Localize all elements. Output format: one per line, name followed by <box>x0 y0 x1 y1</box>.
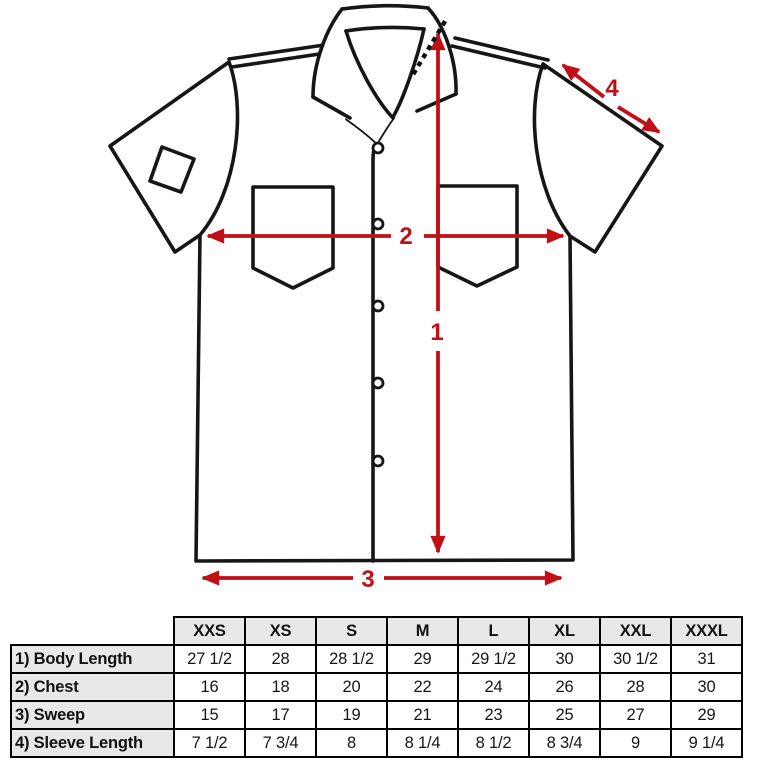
size-value-cell: 8 1/2 <box>457 728 530 758</box>
size-table-head-row: XXS XS S M L XL XXL XXXL <box>11 616 743 646</box>
front-placket-line <box>371 141 379 563</box>
size-value-cell: 8 <box>315 728 388 758</box>
measure-label-1: 1 <box>430 319 443 346</box>
size-value-cell: 17 <box>244 700 317 730</box>
size-value-cell: 24 <box>457 672 530 702</box>
size-value-cell: 25 <box>528 700 601 730</box>
size-value-cell: 28 1/2 <box>315 644 388 674</box>
size-value-cell: 8 1/4 <box>386 728 459 758</box>
size-value-cell: 18 <box>244 672 317 702</box>
size-value-cell: 9 1/4 <box>670 728 743 758</box>
size-value-cell: 29 <box>670 700 743 730</box>
measurement-row-label: 3) Sweep <box>10 700 175 730</box>
dotted-shoulder-guide <box>407 19 448 82</box>
measure-label-2: 2 <box>399 223 412 250</box>
size-value-cell: 8 3/4 <box>528 728 601 758</box>
size-column-header: XL <box>528 616 601 646</box>
size-value-cell: 7 3/4 <box>244 728 317 758</box>
size-value-cell: 29 1/2 <box>457 644 530 674</box>
left-yoke-seam <box>227 42 335 69</box>
size-column-header: XXS <box>173 616 246 646</box>
size-column-header: XS <box>244 616 317 646</box>
sleeve-diamond-patch <box>148 145 196 194</box>
size-value-cell: 30 <box>670 672 743 702</box>
size-value-cell: 21 <box>386 700 459 730</box>
right-yoke-seam <box>450 36 550 70</box>
size-value-cell: 27 1/2 <box>173 644 246 674</box>
right-sleeve-outline <box>532 62 664 254</box>
size-column-header: S <box>315 616 388 646</box>
size-column-header: XXXL <box>670 616 743 646</box>
size-value-cell: 9 <box>599 728 672 758</box>
size-table-row: 2) Chest 16 18 20 22 24 26 28 30 <box>10 672 743 702</box>
size-column-header: L <box>457 616 530 646</box>
measure-label-3: 3 <box>361 566 374 593</box>
size-table-corner-cell <box>11 617 174 645</box>
size-value-cell: 29 <box>386 644 459 674</box>
size-value-cell: 23 <box>457 700 530 730</box>
size-column-header: M <box>386 616 459 646</box>
size-table-body: 1) Body Length 27 1/2 28 28 1/2 29 29 1/2 30 30… <box>10 644 743 758</box>
size-table-row: 4) Sleeve Length 7 1/2 7 3/4 8 8 1/4 8 1/2 8 3… <box>10 728 743 758</box>
size-value-cell: 16 <box>173 672 246 702</box>
size-value-cell: 19 <box>315 700 388 730</box>
measure-label-4: 4 <box>605 75 619 102</box>
size-value-cell: 28 <box>244 644 317 674</box>
size-value-cell: 7 1/2 <box>173 728 246 758</box>
size-table-row: 1) Body Length 27 1/2 28 28 1/2 29 29 1/2 30 30… <box>10 644 743 674</box>
size-table: XXS XS S M L XL XXL XXXL 1) Body Length 27 1/2 28… <box>10 616 743 758</box>
measurement-row-label: 1) Body Length <box>10 644 175 674</box>
measurement-row-label: 2) Chest <box>10 672 175 702</box>
size-table-row: 3) Sweep 15 17 19 21 23 25 27 29 <box>10 700 743 730</box>
shirt-body-outline <box>194 233 575 563</box>
size-value-cell: 27 <box>599 700 672 730</box>
measurement-row-label: 4) Sleeve Length <box>10 728 175 758</box>
size-value-cell: 26 <box>528 672 601 702</box>
size-value-cell: 15 <box>173 700 246 730</box>
size-value-cell: 31 <box>670 644 743 674</box>
left-sleeve-outline <box>108 60 240 254</box>
size-value-cell: 22 <box>386 672 459 702</box>
size-value-cell: 20 <box>315 672 388 702</box>
arrow-sleeve-length <box>561 63 661 134</box>
size-value-cell: 30 1/2 <box>599 644 672 674</box>
size-value-cell: 30 <box>528 644 601 674</box>
shirt-diagram: 1 2 3 4 <box>108 3 664 593</box>
size-value-cell: 28 <box>599 672 672 702</box>
placket-buttons <box>371 141 385 468</box>
size-column-header: XXL <box>599 616 672 646</box>
